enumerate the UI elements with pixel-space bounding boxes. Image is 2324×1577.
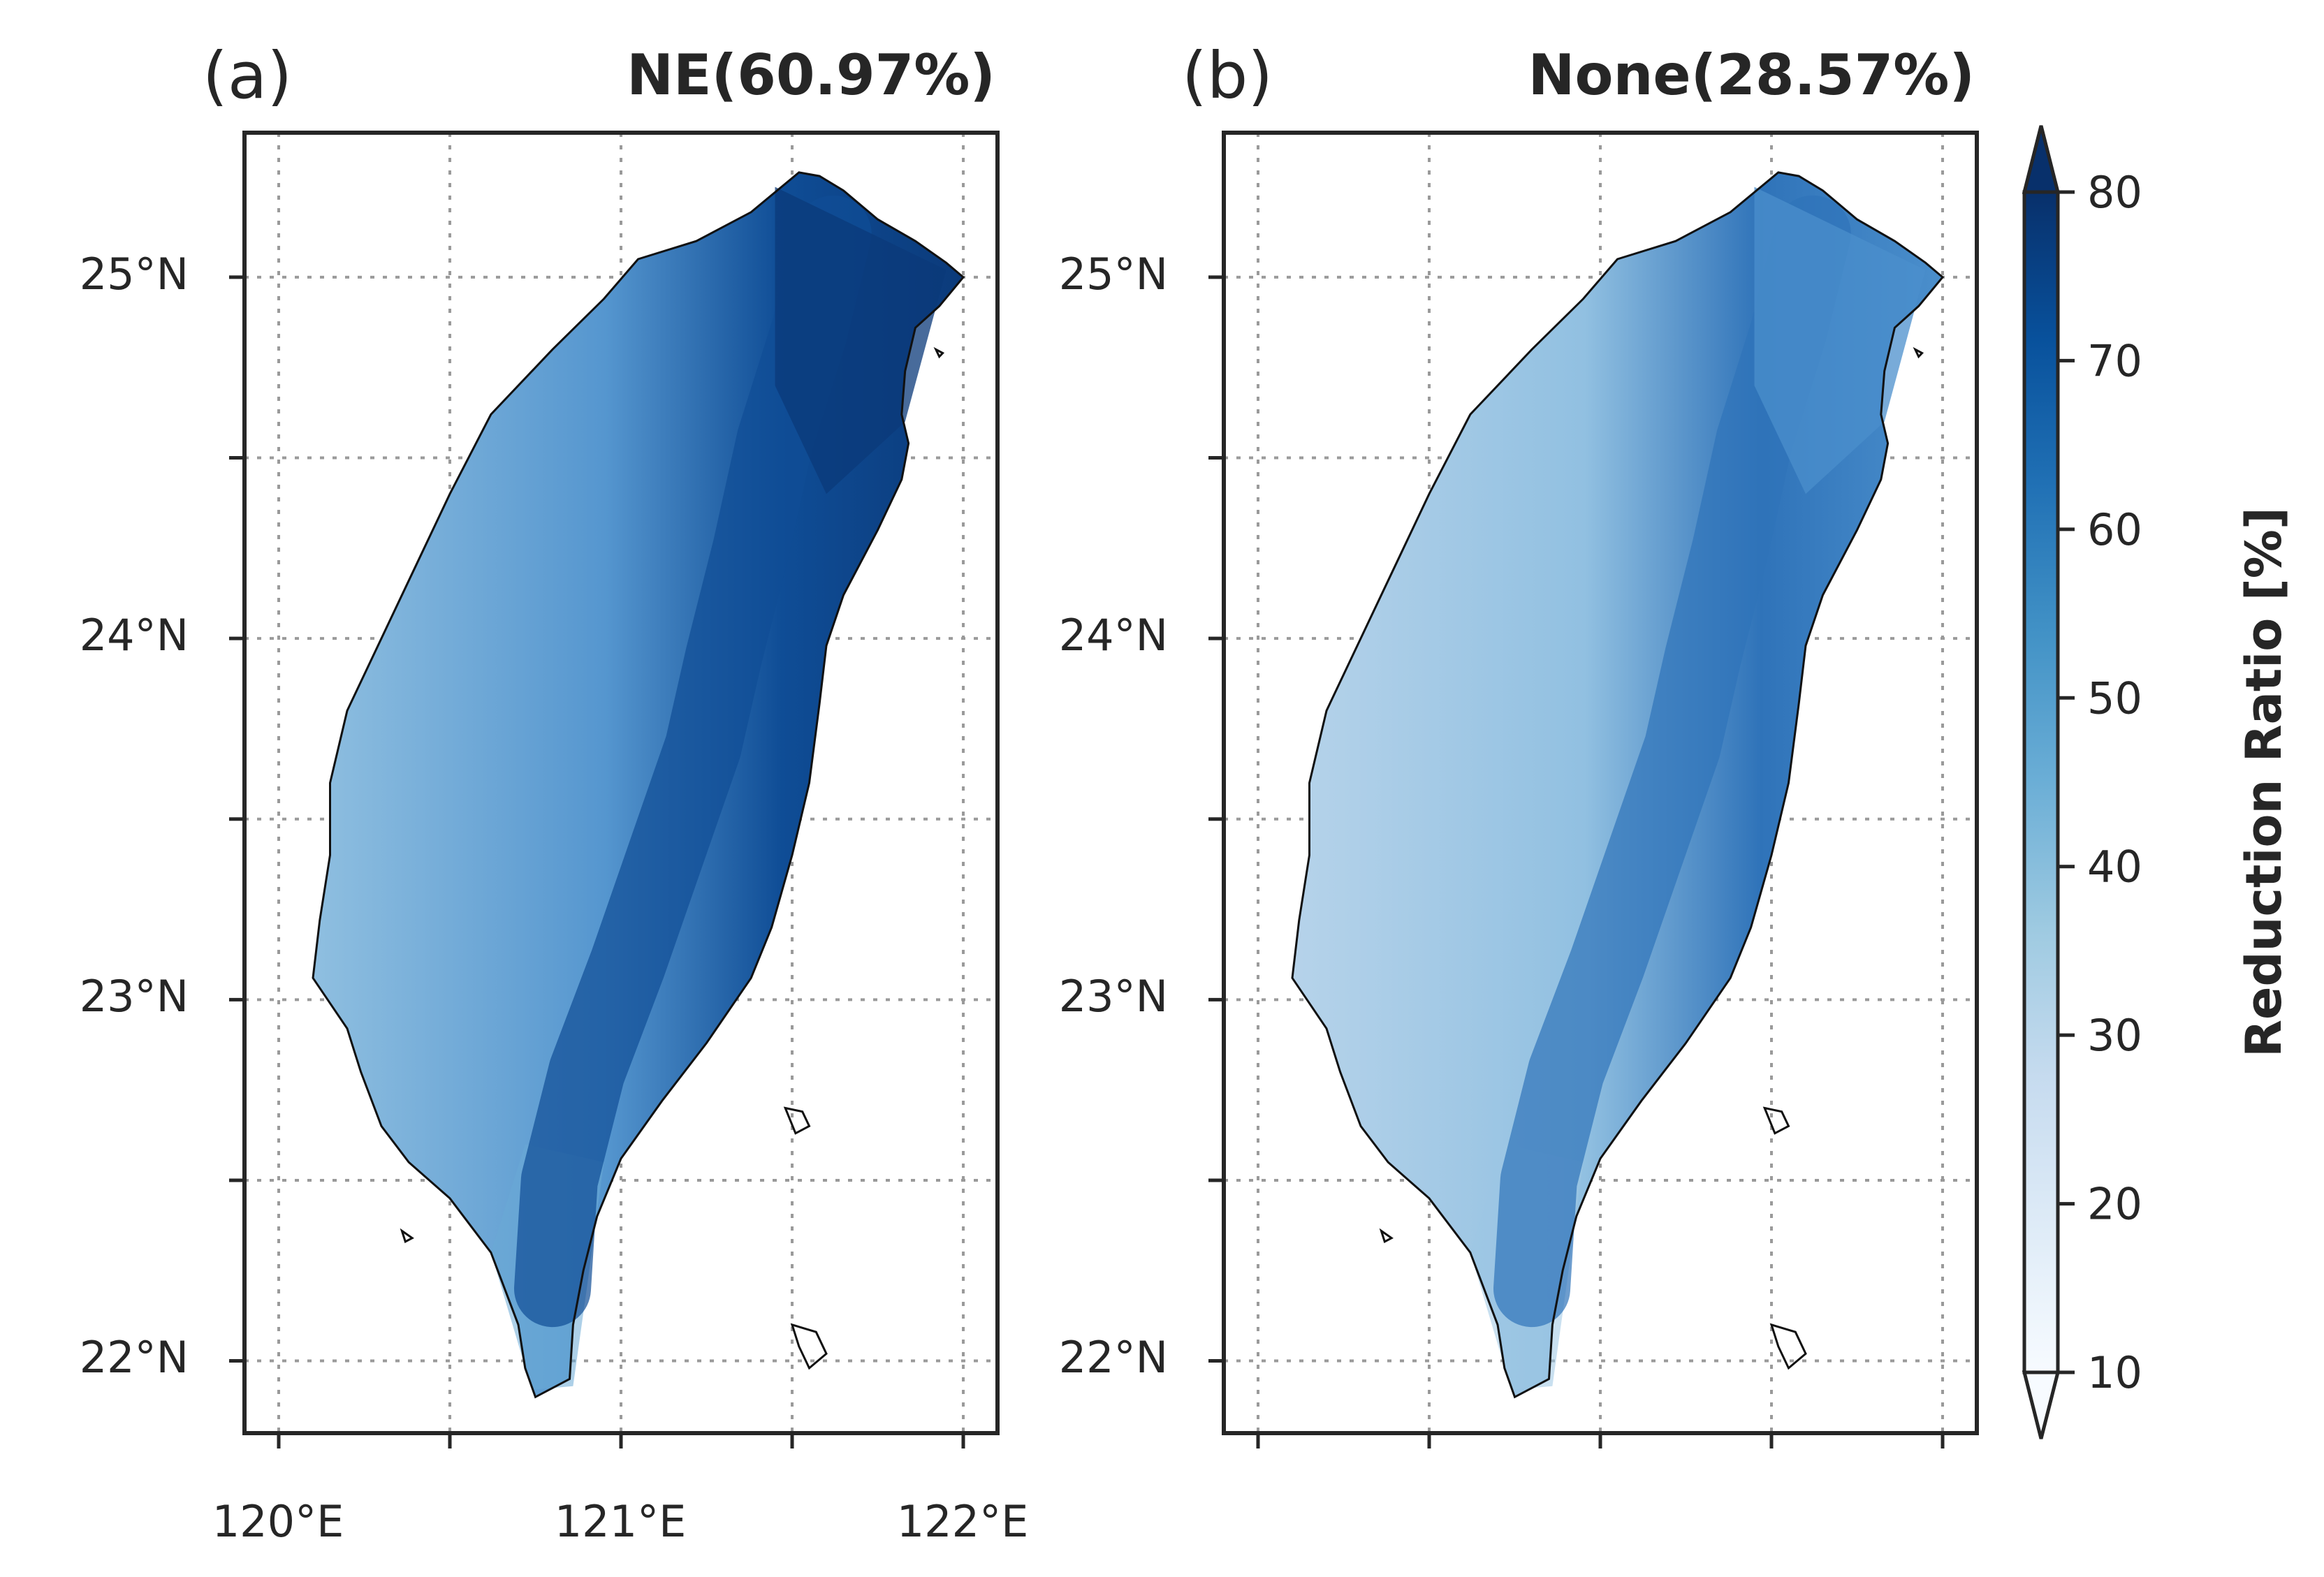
panel-b: (b) None(28.57%) 22°N 23°N 24°N 25°N [1059,38,1979,1448]
islet-coastline [1762,1106,1790,1135]
coastline [312,171,965,1399]
islet-coastline [933,346,945,359]
panel-a-taiwan-map [312,171,965,1399]
panel-a-ytick-labels: 22°N 23°N 24°N 25°N [80,249,189,1383]
islet-coastline [1769,1323,1807,1370]
islet-coastline [790,1323,828,1370]
colorbar-ticks: 10 20 30 40 50 60 70 80 [2058,167,2142,1398]
islet-coastline [400,1228,414,1244]
panel-a-title: NE(60.97%) [627,43,995,108]
panel-a-xtick-labels: 120°E 121°E 122°E [212,1496,1029,1547]
panel-a-ticks [229,275,965,1448]
ytick-label-a-22: 22°N [80,1332,189,1383]
colorbar-tick-label: 40 [2087,842,2142,893]
xtick-label-121: 121°E [555,1496,687,1547]
colorbar-tick-label: 30 [2087,1010,2142,1061]
colorbar-tick-label: 20 [2087,1179,2142,1230]
colorbar-tick-label: 50 [2087,673,2142,724]
ytick-label-a-24: 24°N [80,610,189,661]
colorbar-tick-label: 60 [2087,504,2142,555]
colorbar-tick-label: 80 [2087,167,2142,218]
ytick-label-b-25: 25°N [1059,249,1168,300]
colorbar-extend-top [2022,125,2061,194]
colorbar-extend-bottom [2022,1370,2061,1439]
coastline [1291,171,1945,1399]
panel-b-label: (b) [1182,38,1273,113]
panel-b-ytick-labels: 22°N 23°N 24°N 25°N [1059,249,1168,1383]
panel-b-taiwan-map [1291,171,1945,1399]
colorbar-tick-label: 70 [2087,335,2142,386]
panel-a-label: (a) [203,38,292,113]
ytick-label-a-23: 23°N [80,971,189,1022]
panel-b-title: None(28.57%) [1528,43,1975,108]
colorbar-body [2022,190,2060,1374]
panel-a: (a) NE(60.97%) 22°N 23°N 24°N 25°N 120°E… [80,38,1029,1547]
xtick-label-120: 120°E [212,1496,344,1547]
islet-coastline [1379,1228,1394,1244]
islet-coastline [783,1106,811,1135]
ytick-label-a-25: 25°N [80,249,189,300]
panel-b-ticks [1208,275,1945,1448]
ytick-label-b-22: 22°N [1059,1332,1168,1383]
xtick-label-122: 122°E [897,1496,1029,1547]
colorbar-tick-label: 10 [2087,1347,2142,1398]
colorbar-label: Reduction Ratio [%] [2235,507,2293,1057]
islet-coastline [1913,346,1924,359]
ytick-label-b-23: 23°N [1059,971,1168,1022]
ytick-label-b-24: 24°N [1059,610,1168,661]
colorbar: 10 20 30 40 50 60 70 80 Reduction Ratio [%] [2022,125,2293,1439]
